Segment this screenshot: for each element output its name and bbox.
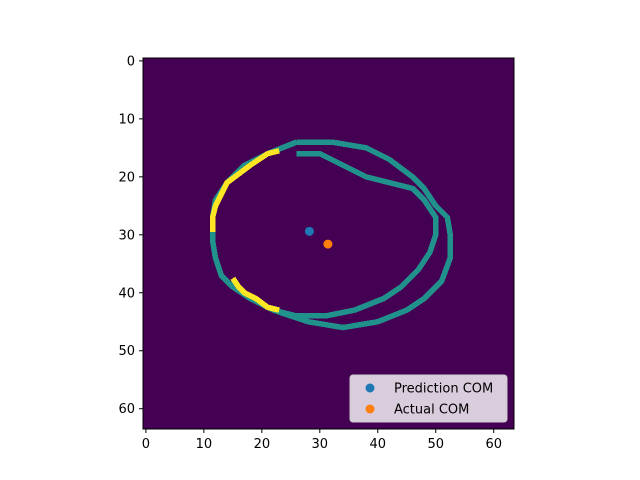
y-tick-label: 60	[118, 402, 135, 417]
x-tick-label: 10	[196, 437, 213, 452]
y-tick-label: 50	[118, 344, 135, 359]
x-tick-label: 0	[142, 437, 150, 452]
axes-frame	[142, 57, 515, 430]
x-axis: 0 10 20 30 40 50 60	[142, 429, 502, 452]
contour-bright-arc-lower	[230, 276, 280, 313]
y-tick-label: 30	[118, 228, 135, 243]
y-axis: 0 10 20 30 40 50 60	[118, 54, 143, 417]
y-tick-label: 20	[118, 170, 135, 185]
y-tick-label: 10	[118, 112, 135, 127]
point-actual-com	[323, 239, 333, 249]
legend-box	[349, 374, 508, 423]
contour-inner-ring	[272, 150, 439, 319]
contour-bright-arc	[209, 148, 280, 232]
legend-marker	[365, 383, 375, 393]
plot-area	[142, 57, 515, 430]
x-tick-label: 20	[254, 437, 271, 452]
legend: Prediction COM Actual COM	[349, 374, 508, 423]
legend-label: Prediction COM	[394, 382, 493, 397]
x-tick-label: 30	[312, 437, 329, 452]
x-tick-label: 60	[485, 437, 502, 452]
point-layer	[304, 226, 333, 249]
legend-label: Actual COM	[394, 403, 469, 418]
x-tick-label: 40	[370, 437, 387, 452]
contour-layer	[209, 139, 453, 331]
x-tick-label: 50	[427, 437, 444, 452]
y-tick-label: 0	[127, 54, 135, 69]
y-tick-label: 40	[118, 286, 135, 301]
legend-marker	[365, 404, 375, 414]
point-prediction-com	[304, 226, 314, 236]
